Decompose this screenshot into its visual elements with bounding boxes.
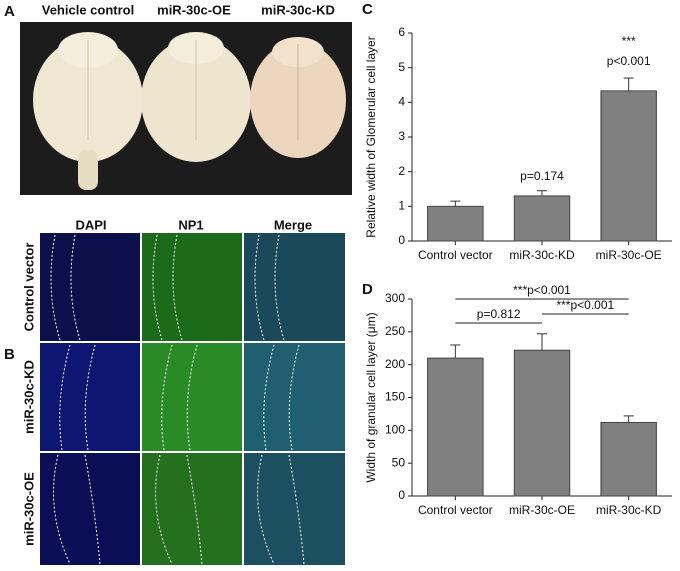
y-tick-label: 6 [398, 25, 405, 39]
y-tick-label: 50 [392, 455, 406, 469]
panel-label: B [4, 346, 15, 363]
y-tick-label: 3 [398, 129, 405, 143]
panel-label: A [4, 3, 15, 20]
panel-label: C [362, 1, 373, 18]
x-tick-label: miR-30c-OE [596, 248, 662, 262]
annotation: ***p<0.001 [556, 298, 614, 312]
annotation: p=0.812 [477, 307, 521, 321]
y-axis-label: Width of granular cell layer (μm) [364, 312, 378, 482]
bar [600, 90, 657, 242]
x-tick-label: Control vector [418, 503, 493, 517]
column-label: NP1 [178, 217, 203, 232]
y-tick-label: 100 [385, 423, 405, 437]
y-tick-label: 0 [398, 488, 405, 502]
column-label: Merge [274, 217, 312, 232]
y-tick-label: 200 [385, 357, 405, 371]
x-tick-label: miR-30c-KD [509, 248, 575, 262]
bar [513, 349, 571, 497]
group-label: Vehicle control [42, 2, 134, 17]
row-label: miR-30c-KD [21, 360, 36, 434]
annotation: p<0.001 [607, 54, 651, 68]
y-tick-label: 5 [398, 60, 405, 74]
micrograph-grid [40, 233, 345, 565]
panel-label: D [362, 281, 373, 298]
brain-photo [20, 22, 352, 195]
y-tick-label: 150 [385, 390, 405, 404]
x-tick-label: miR-30c-KD [596, 503, 662, 517]
bar [427, 357, 484, 497]
x-tick-label: miR-30c-OE [509, 503, 575, 517]
y-tick-label: 300 [385, 291, 405, 305]
annotation: *** [622, 34, 636, 48]
y-tick-label: 2 [398, 164, 405, 178]
bar [600, 421, 657, 497]
column-label: DAPI [75, 217, 106, 232]
y-tick-label: 4 [398, 95, 405, 109]
row-label: Control vector [21, 243, 36, 332]
annotation: p=0.174 [520, 169, 564, 183]
bar [513, 195, 571, 242]
group-label: miR-30c-KD [261, 2, 335, 17]
annotation: ***p<0.001 [513, 283, 571, 297]
y-axis-label: Relative width of Glomerular cell layer [364, 36, 378, 237]
y-tick-label: 250 [385, 324, 405, 338]
group-label: miR-30c-OE [157, 2, 231, 17]
bar [427, 205, 484, 242]
x-tick-label: Control vector [418, 248, 493, 262]
y-tick-label: 1 [398, 199, 405, 213]
row-label: miR-30c-OE [21, 472, 36, 546]
y-tick-label: 0 [398, 233, 405, 247]
